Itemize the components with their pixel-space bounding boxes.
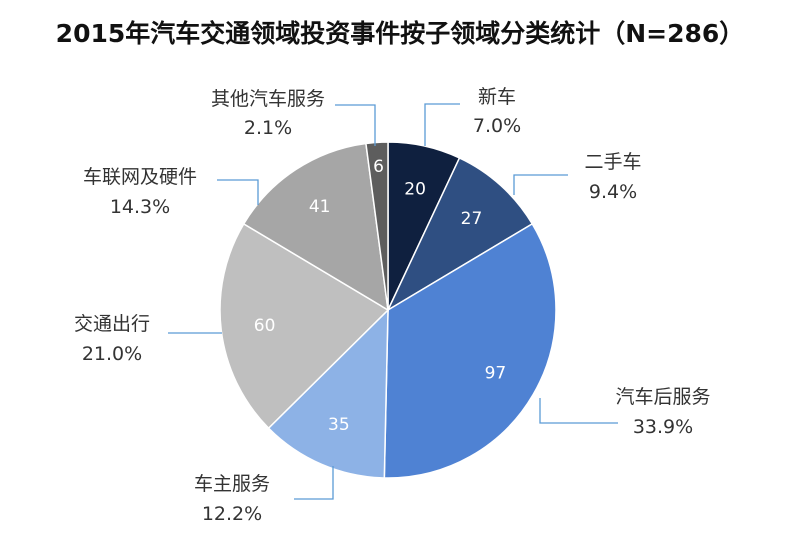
pie-slices <box>219 141 557 479</box>
slice-category-labels: 新车 7.0% 二手车 9.4% 汽车后服务 33.9% 车主服务 12.2% 交通出行 21.0… <box>74 86 711 525</box>
slice-percent-label: 12.2% <box>202 503 262 525</box>
slice-value-label: 35 <box>328 415 350 435</box>
slice-percent-label: 7.0% <box>473 115 521 137</box>
slice-percent-label: 2.1% <box>244 117 292 139</box>
slice-category-label: 车联网及硬件 <box>83 166 197 188</box>
slice-value-label: 60 <box>254 316 276 336</box>
slice-percent-label: 14.3% <box>110 196 170 218</box>
leader-lines <box>168 103 618 500</box>
slice-category-label: 新车 <box>478 86 516 108</box>
pie-slice <box>365 141 389 311</box>
pie-slice <box>386 156 534 312</box>
slice-category-label: 其他汽车服务 <box>211 88 325 110</box>
slice-percent-label: 21.0% <box>82 343 142 365</box>
pie-slice <box>267 308 389 479</box>
pie-slice <box>383 222 557 479</box>
slice-category-label: 交通出行 <box>74 313 150 335</box>
pie-slice <box>242 142 389 312</box>
slice-category-label: 二手车 <box>584 151 641 173</box>
slice-percent-label: 33.9% <box>633 416 693 438</box>
slice-value-label: 97 <box>485 364 507 384</box>
slice-category-label: 汽车后服务 <box>615 386 710 408</box>
slice-percent-label: 9.4% <box>589 181 637 203</box>
chart-title: 2015年汽车交通领域投资事件按子领域分类统计（N=286） <box>55 19 745 48</box>
leader-line <box>335 104 376 146</box>
slice-value-labels: 20 27 97 35 60 41 6 <box>254 157 506 435</box>
leader-line <box>513 174 568 195</box>
slice-value-label: 41 <box>309 197 331 217</box>
leader-line <box>294 466 334 500</box>
leader-line <box>217 179 259 205</box>
leader-line <box>424 103 460 146</box>
pie-slice <box>219 222 390 430</box>
slice-value-label: 27 <box>461 209 483 229</box>
slice-value-label: 6 <box>373 157 384 177</box>
slice-value-label: 20 <box>404 180 426 200</box>
slice-category-label: 车主服务 <box>194 473 270 495</box>
leader-line <box>539 398 618 424</box>
